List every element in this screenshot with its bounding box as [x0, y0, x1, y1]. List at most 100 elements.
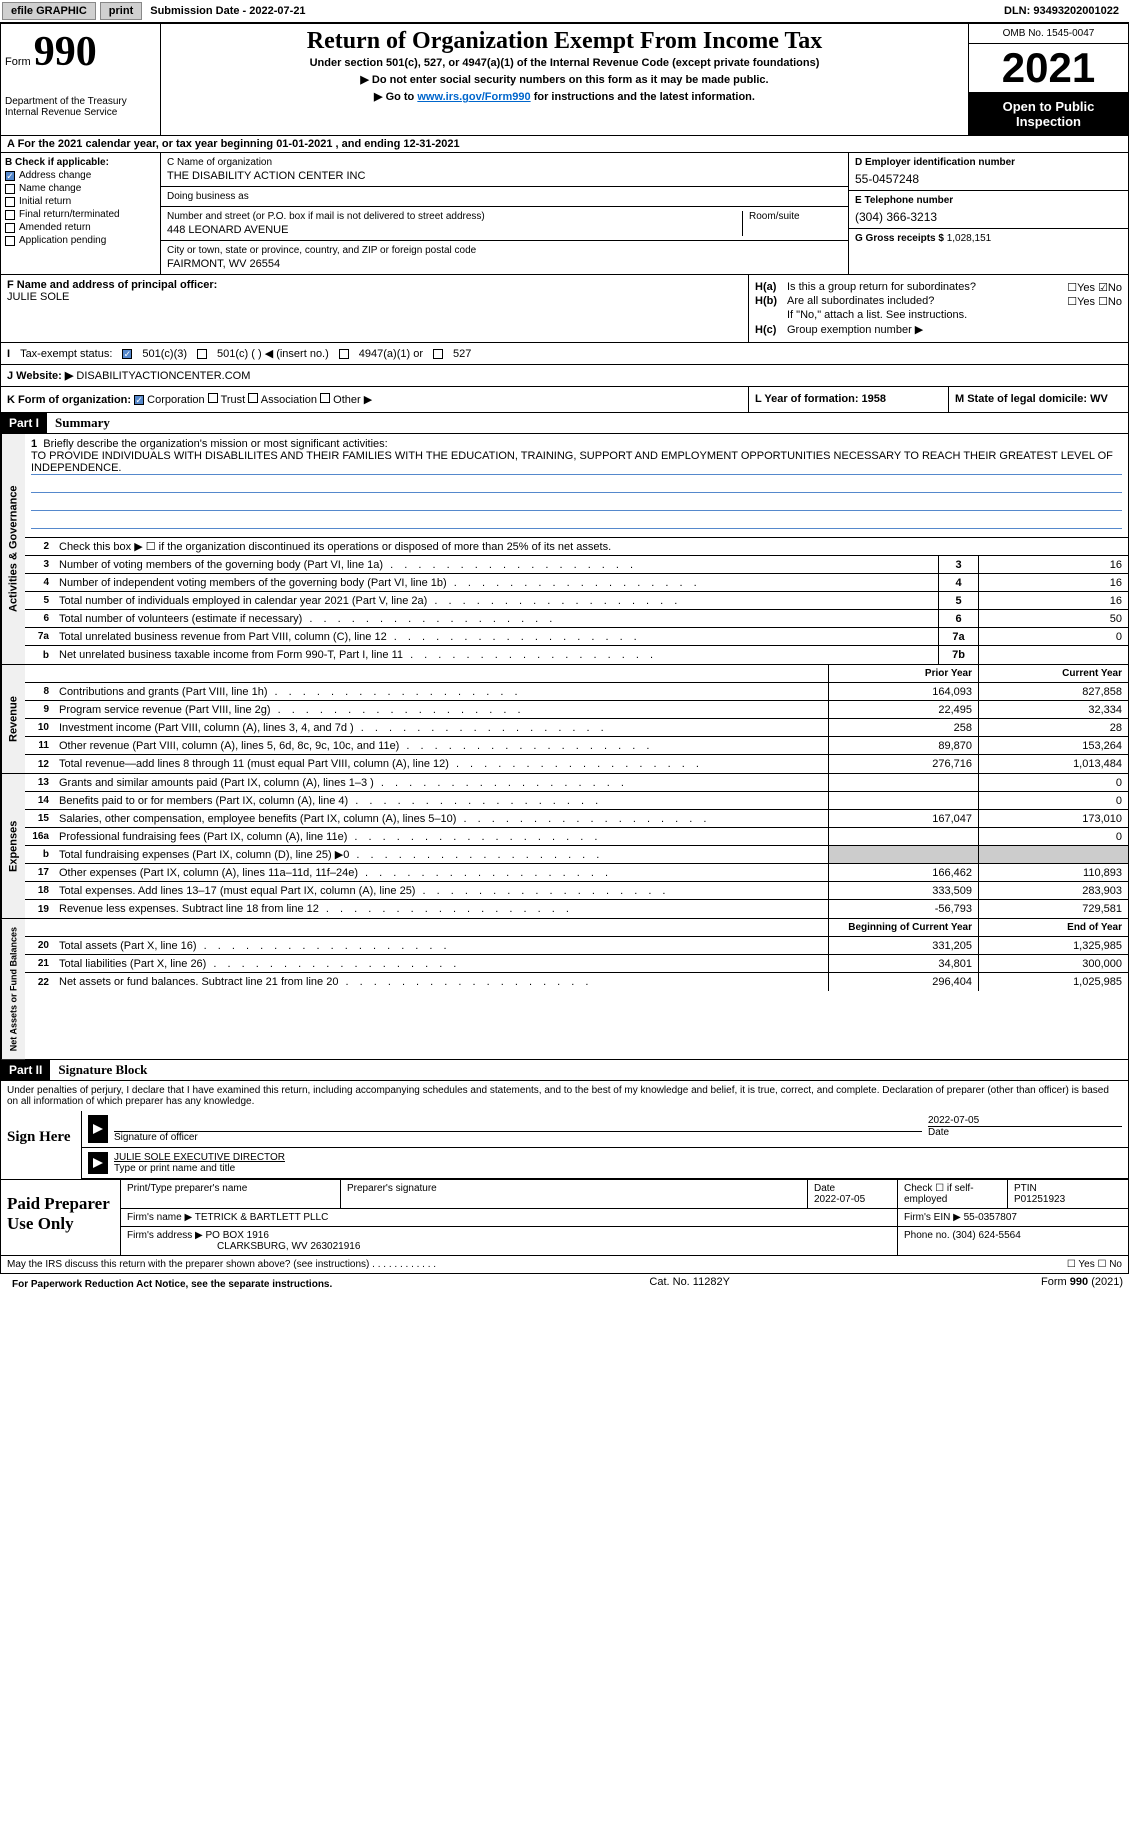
telephone: (304) 366-3213 — [855, 210, 1122, 224]
table-row: 3 Number of voting members of the govern… — [25, 556, 1128, 574]
identification-block: B Check if applicable: Address change Na… — [0, 153, 1129, 275]
paid-preparer-block: Paid Preparer Use Only Print/Type prepar… — [0, 1180, 1129, 1256]
form-footer: Form 990 (2021) — [1041, 1276, 1123, 1293]
chk-association[interactable] — [248, 393, 258, 403]
firm-address: PO BOX 1916 — [206, 1230, 269, 1241]
telephone-label: E Telephone number — [855, 195, 1122, 206]
omb-number: OMB No. 1545-0047 — [969, 24, 1128, 44]
side-revenue: Revenue — [1, 665, 25, 773]
table-row: 21 Total liabilities (Part X, line 26) 3… — [25, 955, 1128, 973]
part1-revenue: Revenue Prior Year Current Year 8 Contri… — [0, 665, 1129, 774]
part1-expenses: Expenses 13 Grants and similar amounts p… — [0, 774, 1129, 919]
gross-receipts-label: G Gross receipts $ — [855, 233, 944, 244]
table-row: 19 Revenue less expenses. Subtract line … — [25, 900, 1128, 918]
table-row: 18 Total expenses. Add lines 13–17 (must… — [25, 882, 1128, 900]
paid-preparer-label: Paid Preparer Use Only — [1, 1180, 121, 1255]
website-row: J Website: ▶ DISABILITYACTIONCENTER.COM — [0, 365, 1129, 387]
part1-net-assets: Net Assets or Fund Balances Beginning of… — [0, 919, 1129, 1060]
firm-ein: 55-0357807 — [964, 1212, 1017, 1223]
city-label: City or town, state or province, country… — [167, 245, 842, 256]
table-row: 22 Net assets or fund balances. Subtract… — [25, 973, 1128, 991]
may-irs-discuss: May the IRS discuss this return with the… — [0, 1256, 1129, 1274]
firm-name: TETRICK & BARTLETT PLLC — [195, 1212, 329, 1223]
mission-text: TO PROVIDE INDIVIDUALS WITH DISABLILITES… — [31, 450, 1122, 475]
chk-name-change[interactable] — [5, 184, 15, 194]
chk-527[interactable] — [433, 349, 443, 359]
table-row: 12 Total revenue—add lines 8 through 11 … — [25, 755, 1128, 773]
table-row: 4 Number of independent voting members o… — [25, 574, 1128, 592]
dln: DLN: 93493202001022 — [1004, 5, 1127, 17]
table-row: 20 Total assets (Part X, line 16) 331,20… — [25, 937, 1128, 955]
signature-block: Under penalties of perjury, I declare th… — [0, 1081, 1129, 1180]
table-row: 5 Total number of individuals employed i… — [25, 592, 1128, 610]
chk-address-change[interactable] — [5, 171, 15, 181]
open-to-public: Open to Public Inspection — [969, 93, 1128, 135]
table-row: 15 Salaries, other compensation, employe… — [25, 810, 1128, 828]
chk-final-return[interactable] — [5, 210, 15, 220]
part2-header: Part II Signature Block — [0, 1060, 1129, 1081]
note-goto: Go to www.irs.gov/Form990 for instructio… — [169, 90, 960, 103]
chk-other[interactable] — [320, 393, 330, 403]
tax-year: 2021 — [969, 44, 1128, 93]
address-label: Number and street (or P.O. box if mail i… — [167, 211, 742, 222]
perjury-declaration: Under penalties of perjury, I declare th… — [1, 1081, 1128, 1111]
sign-here-label: Sign Here — [1, 1111, 81, 1179]
paperwork-notice: For Paperwork Reduction Act Notice, see … — [6, 1276, 338, 1293]
form-header: Form 990 Department of the Treasury Inte… — [0, 23, 1129, 136]
form-subtitle: Under section 501(c), 527, or 4947(a)(1)… — [169, 57, 960, 69]
side-net-assets: Net Assets or Fund Balances — [1, 919, 25, 1059]
table-row: 10 Investment income (Part VIII, column … — [25, 719, 1128, 737]
firm-phone: (304) 624-5564 — [952, 1230, 1020, 1241]
part1-governance: Activities & Governance 1 Briefly descri… — [0, 434, 1129, 665]
catalog-number: Cat. No. 11282Y — [338, 1276, 1041, 1293]
chk-amended[interactable] — [5, 223, 15, 233]
top-bar: efile GRAPHIC print Submission Date - 20… — [0, 0, 1129, 23]
chk-initial-return[interactable] — [5, 197, 15, 207]
print-button[interactable]: print — [100, 2, 142, 20]
table-row: 7a Total unrelated business revenue from… — [25, 628, 1128, 646]
side-expenses: Expenses — [1, 774, 25, 918]
chk-501c[interactable] — [197, 349, 207, 359]
state-domicile: M State of legal domicile: WV — [948, 387, 1128, 412]
ptin: P01251923 — [1014, 1194, 1122, 1205]
arrow-icon — [88, 1152, 108, 1174]
chk-501c3[interactable] — [122, 349, 132, 359]
department: Department of the Treasury Internal Reve… — [5, 96, 156, 118]
table-row: 9 Program service revenue (Part VIII, li… — [25, 701, 1128, 719]
table-row: b Total fundraising expenses (Part IX, c… — [25, 846, 1128, 864]
city: FAIRMONT, WV 26554 — [167, 258, 842, 270]
officer-group-block: F Name and address of principal officer:… — [0, 275, 1129, 343]
row-a-tax-year: A For the 2021 calendar year, or tax yea… — [0, 136, 1129, 153]
table-row: 14 Benefits paid to or for members (Part… — [25, 792, 1128, 810]
chk-4947[interactable] — [339, 349, 349, 359]
officer-name: JULIE SOLE — [7, 291, 742, 303]
table-row: 8 Contributions and grants (Part VIII, l… — [25, 683, 1128, 701]
chk-application-pending[interactable] — [5, 236, 15, 246]
gross-receipts: 1,028,151 — [947, 233, 992, 244]
org-name: THE DISABILITY ACTION CENTER INC — [167, 170, 842, 182]
note-ssn: Do not enter social security numbers on … — [169, 73, 960, 86]
efile-button[interactable]: efile GRAPHIC — [2, 2, 96, 20]
form-label: Form — [5, 56, 31, 68]
form-title: Return of Organization Exempt From Incom… — [169, 28, 960, 55]
side-activities-governance: Activities & Governance — [1, 434, 25, 664]
dba-label: Doing business as — [167, 191, 842, 202]
org-name-label: C Name of organization — [167, 157, 842, 168]
table-row: 11 Other revenue (Part VIII, column (A),… — [25, 737, 1128, 755]
chk-trust[interactable] — [208, 393, 218, 403]
irs-link[interactable]: www.irs.gov/Form990 — [417, 91, 530, 103]
table-row: 13 Grants and similar amounts paid (Part… — [25, 774, 1128, 792]
year-formation: L Year of formation: 1958 — [748, 387, 948, 412]
form-of-org-row: K Form of organization: Corporation Trus… — [0, 387, 1129, 413]
officer-label: F Name and address of principal officer: — [7, 279, 742, 291]
website: DISABILITYACTIONCENTER.COM — [76, 370, 250, 382]
table-row: 6 Total number of volunteers (estimate i… — [25, 610, 1128, 628]
room-label: Room/suite — [749, 211, 842, 222]
table-row: b Net unrelated business taxable income … — [25, 646, 1128, 664]
chk-corporation[interactable] — [134, 395, 144, 405]
tax-exempt-status: ITax-exempt status: 501(c)(3) 501(c) ( )… — [0, 343, 1129, 365]
table-row: 17 Other expenses (Part IX, column (A), … — [25, 864, 1128, 882]
address: 448 LEONARD AVENUE — [167, 224, 742, 236]
part1-header: Part I Summary — [0, 413, 1129, 434]
col-b-checkboxes: B Check if applicable: Address change Na… — [1, 153, 161, 274]
